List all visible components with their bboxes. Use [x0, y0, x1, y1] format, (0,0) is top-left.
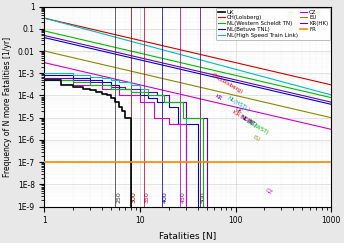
- X-axis label: Fatalities [N]: Fatalities [N]: [159, 231, 216, 240]
- Text: NL(BT): NL(BT): [240, 114, 258, 128]
- Text: 300: 300: [132, 191, 137, 203]
- Text: 350: 350: [145, 191, 150, 203]
- Legend: UK, CH(Lolsberg), NL(Western Scheldt TN), NL(Betuve TNL), NL(High Speed Train Li: UK, CH(Lolsberg), NL(Western Scheldt TN)…: [216, 8, 330, 40]
- Text: EU: EU: [252, 134, 261, 142]
- Y-axis label: Frequency of N more Fatalities [1/yr]: Frequency of N more Fatalities [1/yr]: [3, 36, 12, 177]
- Text: 450: 450: [181, 191, 185, 203]
- Text: CZ: CZ: [265, 187, 273, 195]
- Text: 250: 250: [116, 191, 121, 203]
- Text: NL(WST): NL(WST): [247, 120, 269, 136]
- Text: NL(HSTL): NL(HSTL): [226, 96, 251, 113]
- Text: KR: KR: [214, 94, 223, 102]
- Text: CH(Lolsberg): CH(Lolsberg): [211, 72, 244, 94]
- Text: 400: 400: [163, 191, 168, 203]
- Text: KR NEW: KR NEW: [231, 109, 253, 124]
- Text: 500: 500: [201, 191, 205, 203]
- Text: UK: UK: [234, 107, 243, 115]
